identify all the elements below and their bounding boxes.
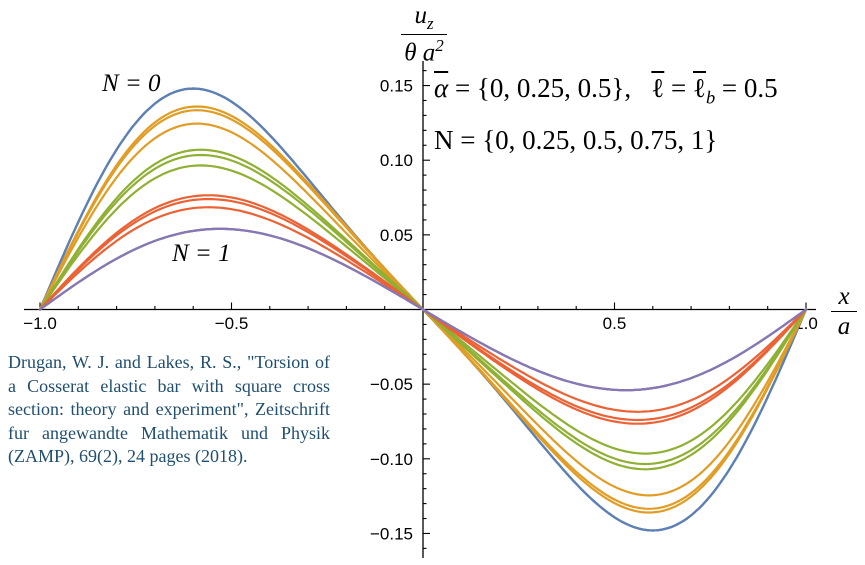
y-tick-label: −0.10 <box>370 450 413 469</box>
x-tick-label: −0.5 <box>215 314 249 333</box>
params-seg1: = {0, 0.25, 0.5}, <box>448 73 652 103</box>
alpha-bar-symbol: α <box>434 73 449 103</box>
parameters-annotation-line1: α = {0, 0.25, 0.5}, ℓ = ℓb = 0.5 <box>434 72 778 113</box>
citation-text: Drugan, W. J. and Lakes, R. S., "Torsion… <box>8 352 330 466</box>
y-axis-label-denominator: θ a2 <box>404 36 444 67</box>
params-seg2: = <box>664 73 694 103</box>
y-tick-label: 0.05 <box>380 226 413 245</box>
curve-family-label-n1: N = 1 <box>172 240 231 267</box>
y-tick-label: −0.15 <box>370 524 413 543</box>
ell-bar-symbol: ℓ <box>651 73 665 103</box>
curve-family-label-n0: N = 0 <box>102 70 161 97</box>
y-axis-fraction-bar <box>401 34 447 35</box>
x-tick-label: 0.5 <box>603 314 627 333</box>
y-tick-label: −0.05 <box>370 375 413 394</box>
x-axis-label: x a <box>826 284 862 339</box>
x-axis-label-numerator: x <box>838 283 850 310</box>
x-tick-label: −1.0 <box>23 314 57 333</box>
y-axis-label-numerator: uz <box>414 2 434 33</box>
y-tick-label: 0.15 <box>380 77 413 96</box>
curve-N-1-alpha-0.5 <box>38 227 808 392</box>
ell-bar-b-symbol: ℓ <box>693 73 706 103</box>
ell-b-subscript: b <box>705 87 716 108</box>
params-seg3: = 0.5 <box>715 73 778 103</box>
y-tick-label: 0.10 <box>380 151 413 170</box>
x-axis-label-denominator: a <box>837 313 851 340</box>
y-axis-label: uz θ a2 <box>392 3 456 65</box>
parameters-annotation-line2: N = {0, 0.25, 0.5, 0.75, 1} <box>434 125 718 155</box>
x-axis-fraction-bar <box>831 311 857 312</box>
